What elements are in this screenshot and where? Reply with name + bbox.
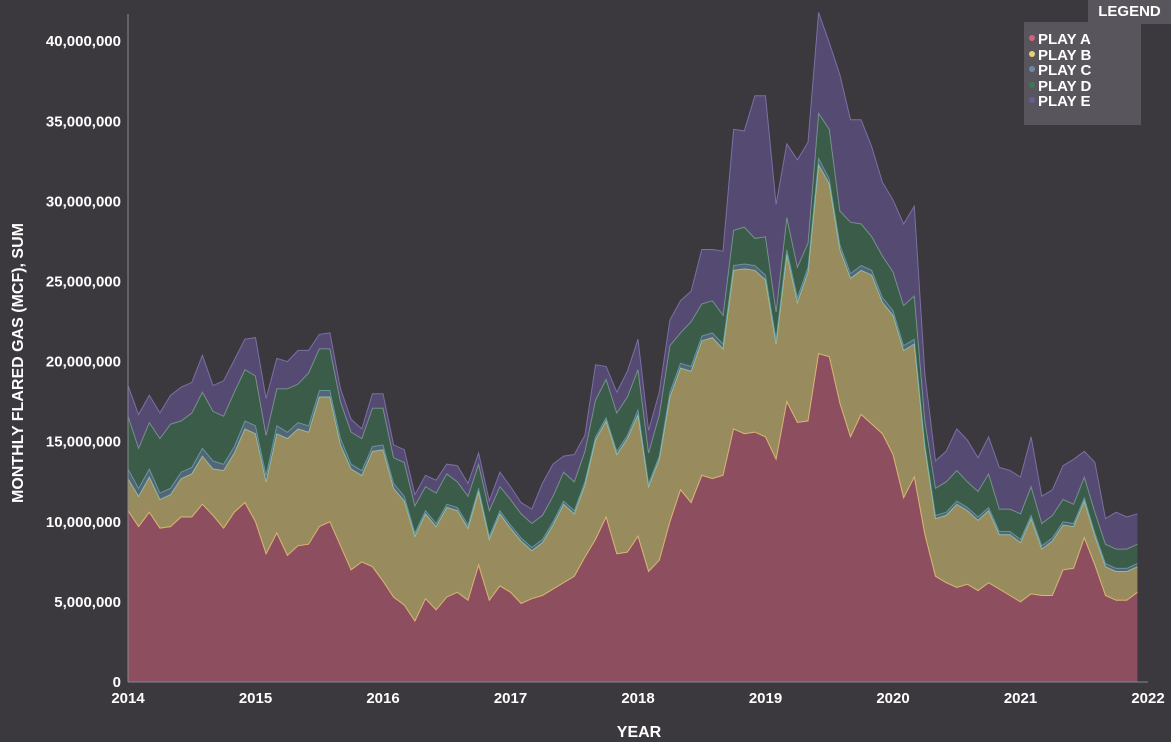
area-play-e [128,12,1138,549]
x-tick-label: 2018 [621,690,654,707]
y-tick-label: 15,000,000 [46,434,121,451]
x-tick-label: 2014 [111,690,145,707]
x-tick-label: 2019 [749,690,782,707]
legend-label: PLAY C [1038,62,1092,79]
legend-item-play-c: PLAY C [1028,63,1091,79]
legend-swatch [1029,81,1035,88]
legend-label: PLAY E [1038,93,1091,110]
legend-swatch [1029,50,1035,57]
x-tick-label: 2017 [494,690,527,707]
y-tick-label: 20,000,000 [46,354,121,371]
legend-item-play-e: PLAY E [1028,94,1091,110]
area-play-b [128,164,1138,622]
x-tick-label: 2022 [1131,690,1164,707]
y-axis-title: MONTHLY FLARED GAS (MCF), SUM [10,223,27,503]
x-axis-title: YEAR [617,724,662,741]
legend-list: PLAY A PLAY B PLAY C PLAY D PLAY E [1028,32,1091,110]
y-tick-label: 10,000,000 [46,514,121,531]
legend-label: PLAY D [1038,77,1092,95]
legend-swatch [1029,66,1035,73]
y-tick-label: 25,000,000 [46,274,121,291]
x-tick-label: 2020 [876,690,909,707]
y-tick-label: 30,000,000 [46,193,121,210]
legend-swatch [1029,35,1035,42]
legend-item-play-b: PLAY B [1028,46,1092,64]
y-tick-label: 40,000,000 [46,33,121,50]
legend-title: LEGEND [1088,0,1171,24]
area-play-d [128,113,1138,569]
x-tick-label: 2021 [1004,690,1037,707]
legend-item-play-d: PLAY D [1028,77,1092,95]
legend-label: PLAY B [1038,46,1092,64]
series-areas [127,12,1138,682]
x-tick-label: 2016 [366,690,399,707]
y-tick-label: 0 [113,674,121,691]
legend [1024,22,1141,125]
legend-item-play-a: PLAY A [1028,32,1091,48]
y-tick-label: 35,000,000 [46,113,121,130]
y-tick-label: 5,000,000 [54,594,121,611]
legend-swatch [1029,97,1035,104]
area-play-a [128,353,1138,682]
y-tick-labels: 0 5,000,000 10,000,000 15,000,000 20,000,000… [46,33,121,691]
legend-label: PLAY A [1038,31,1091,48]
axes [127,14,1148,683]
line-play-e [127,12,1138,520]
x-tick-label: 2015 [239,690,272,707]
x-tick-labels: 2014 2015 2016 2017 2018 2019 2020 2021 2022 [111,690,1164,707]
